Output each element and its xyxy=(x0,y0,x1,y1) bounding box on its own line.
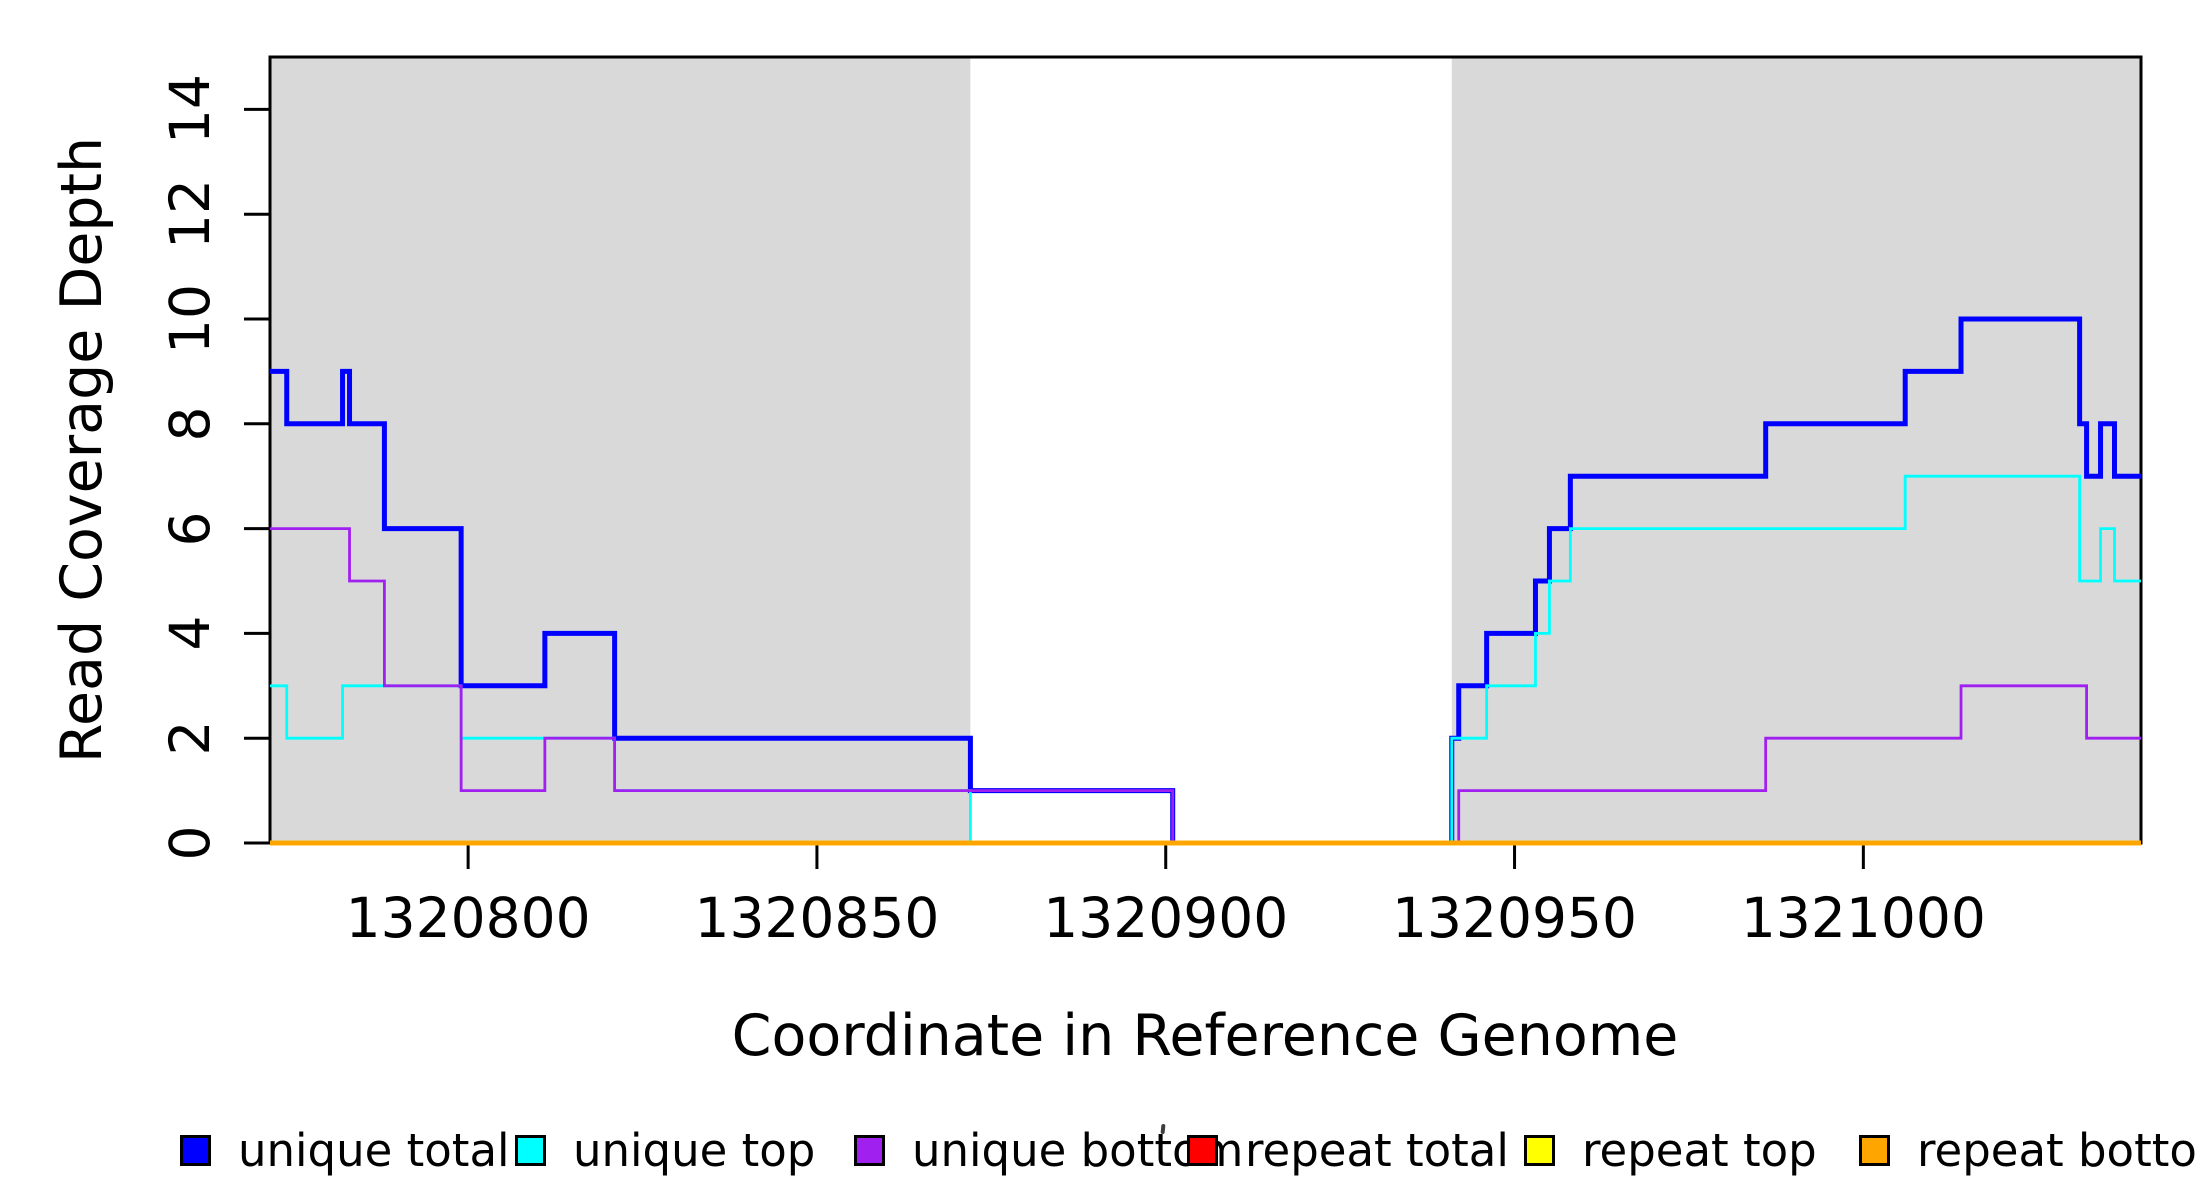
series-line-unique-total xyxy=(270,316,2141,846)
legend-item-repeat-bottom: repeat bottom xyxy=(1859,1124,2200,1177)
x-tick-label: 1320800 xyxy=(345,886,591,950)
x-tick-label: 1320950 xyxy=(1392,886,1638,950)
legend-swatch xyxy=(1859,1134,1890,1166)
y-axis-title: Read Coverage Depth xyxy=(49,136,115,764)
legend-label: repeat top xyxy=(1582,1123,1817,1177)
x-tick-label: 1320900 xyxy=(1043,886,1289,950)
y-tick-label: 2 xyxy=(158,720,222,756)
legend-item-unique-top: unique top xyxy=(515,1124,815,1177)
legend-swatch xyxy=(180,1134,211,1166)
y-tick-label: 6 xyxy=(158,511,222,547)
series-line-unique-bottom xyxy=(270,527,2141,845)
y-tick-label: 4 xyxy=(158,615,222,651)
legend-item-repeat-top: repeat top xyxy=(1524,1124,1817,1177)
legend-item-unique-bottom: unique bottom xyxy=(854,1124,1243,1177)
legend-label: unique top xyxy=(573,1123,816,1177)
legend-swatch xyxy=(1187,1134,1218,1166)
legend-label: unique total xyxy=(238,1123,510,1177)
legend-swatch xyxy=(1524,1134,1555,1166)
legend-swatch xyxy=(854,1134,885,1166)
x-tick-label: 1321000 xyxy=(1740,886,1986,950)
y-tick-label: 14 xyxy=(158,74,222,145)
legend-swatch xyxy=(515,1134,546,1166)
x-axis-title: Coordinate in Reference Genome xyxy=(731,1003,1679,1069)
shaded-region xyxy=(1451,57,2141,843)
legend-label: repeat bottom xyxy=(1917,1123,2200,1177)
x-tick-label: 1320850 xyxy=(694,886,940,950)
legend-item-unique-total: unique total xyxy=(180,1124,510,1177)
legend-label: repeat total xyxy=(1245,1123,1509,1177)
y-tick-label: 12 xyxy=(158,179,222,250)
y-tick-label: 10 xyxy=(158,284,222,354)
shaded-region xyxy=(270,57,971,843)
y-tick-label: 8 xyxy=(158,406,222,442)
y-tick-label: 0 xyxy=(158,825,222,861)
legend-item-repeat-total: repeat total xyxy=(1187,1124,1509,1177)
